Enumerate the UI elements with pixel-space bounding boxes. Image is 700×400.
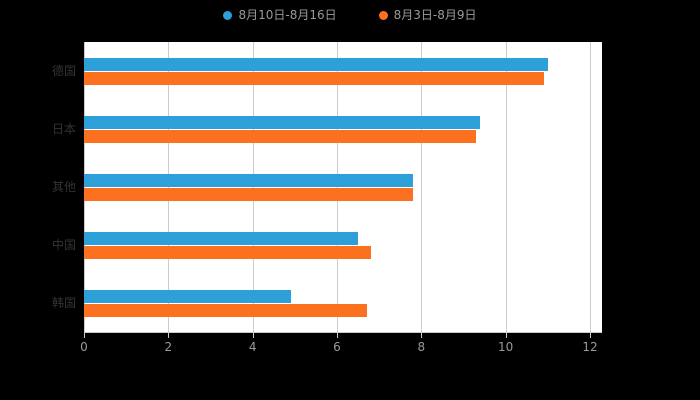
axis-tick bbox=[168, 333, 170, 338]
bar bbox=[84, 187, 413, 201]
legend-marker-icon bbox=[223, 10, 233, 20]
axis-tick bbox=[421, 333, 423, 338]
bar bbox=[84, 129, 477, 143]
bar bbox=[84, 231, 359, 245]
x-axis-tick-label: 0 bbox=[80, 340, 88, 354]
legend-marker-icon bbox=[378, 10, 388, 20]
gridline bbox=[590, 42, 591, 332]
gridline bbox=[505, 42, 507, 332]
x-axis-tick-label: 2 bbox=[164, 340, 173, 354]
axis-tick bbox=[84, 333, 85, 338]
x-axis-tick-label: 10 bbox=[498, 340, 514, 354]
category-label: 其他 bbox=[51, 180, 76, 194]
x-axis-tick-label: 8 bbox=[417, 340, 426, 354]
axis-tick bbox=[252, 333, 254, 338]
gridline bbox=[337, 42, 338, 332]
legend-label: 8月10日-8月16日 bbox=[238, 8, 337, 22]
axis-tick bbox=[590, 333, 591, 338]
bar bbox=[84, 57, 548, 71]
x-axis-tick-label: 6 bbox=[333, 340, 341, 354]
bar bbox=[84, 173, 413, 187]
plot-area bbox=[84, 42, 602, 333]
category-label: 韩国 bbox=[51, 296, 76, 310]
category-label: 日本 bbox=[51, 122, 76, 136]
axis-tick bbox=[337, 333, 338, 338]
x-axis-tick-label: 4 bbox=[248, 340, 257, 354]
legend-item-1[interactable]: 8月3日-8月9日 bbox=[378, 8, 477, 22]
gridline bbox=[421, 42, 423, 332]
gridline bbox=[84, 42, 85, 332]
legend: 8月10日-8月16日 8月3日-8月9日 bbox=[0, 8, 700, 22]
bar bbox=[84, 71, 544, 85]
axis-tick bbox=[505, 333, 507, 338]
category-label: 德国 bbox=[51, 64, 76, 78]
legend-label: 8月3日-8月9日 bbox=[393, 8, 477, 22]
legend-item-0[interactable]: 8月10日-8月16日 bbox=[223, 8, 337, 22]
bar bbox=[84, 115, 481, 129]
gridline bbox=[252, 42, 254, 332]
bar bbox=[84, 303, 367, 317]
x-axis-tick-label: 12 bbox=[582, 340, 598, 354]
gridline bbox=[168, 42, 170, 332]
bar bbox=[84, 245, 371, 259]
bar bbox=[84, 289, 291, 303]
category-label: 中国 bbox=[51, 238, 76, 252]
